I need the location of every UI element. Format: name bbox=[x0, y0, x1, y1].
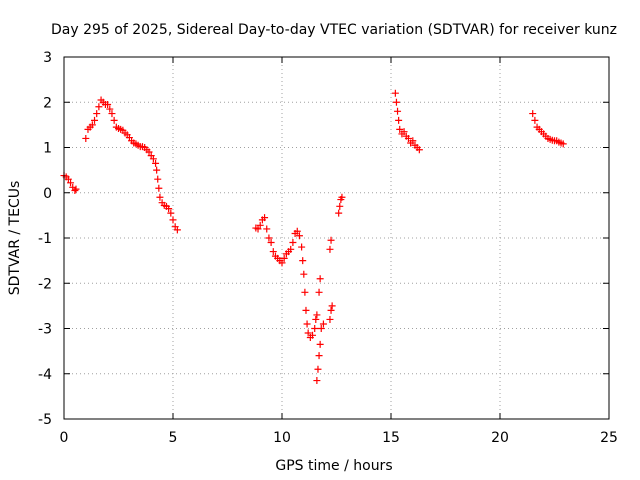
data-point bbox=[391, 89, 399, 97]
grid-lines bbox=[64, 57, 609, 419]
data-point bbox=[315, 352, 323, 360]
data-point bbox=[299, 257, 307, 265]
data-point bbox=[319, 320, 327, 328]
data-point bbox=[154, 175, 162, 183]
y-tick-label: -4 bbox=[38, 367, 52, 383]
x-tick-label: 5 bbox=[169, 430, 178, 446]
data-point bbox=[110, 116, 118, 124]
data-point bbox=[315, 288, 323, 296]
y-tick-label: 3 bbox=[43, 50, 52, 66]
data-point bbox=[409, 137, 417, 145]
data-point bbox=[265, 234, 273, 242]
data-point bbox=[400, 128, 408, 136]
data-point bbox=[167, 209, 175, 217]
data-point bbox=[278, 259, 286, 267]
data-point bbox=[72, 185, 80, 193]
data-point bbox=[531, 116, 539, 124]
chart-title: Day 295 of 2025, Sidereal Day-to-day VTE… bbox=[51, 22, 617, 38]
data-point bbox=[415, 146, 423, 154]
data-point bbox=[314, 365, 322, 373]
data-point bbox=[328, 302, 336, 310]
data-point bbox=[165, 205, 173, 213]
data-point bbox=[269, 248, 277, 256]
data-point bbox=[156, 193, 164, 201]
data-point bbox=[152, 159, 160, 167]
data-point bbox=[280, 254, 288, 262]
x-tick-label: 15 bbox=[382, 430, 400, 446]
data-point bbox=[88, 121, 96, 129]
data-point bbox=[312, 315, 320, 323]
data-point bbox=[335, 209, 343, 217]
data-point bbox=[395, 116, 403, 124]
data-point bbox=[309, 331, 317, 339]
data-point bbox=[95, 103, 103, 111]
y-tick-label: -5 bbox=[38, 412, 52, 428]
data-point bbox=[316, 340, 324, 348]
data-point bbox=[67, 179, 75, 187]
y-tick-label: -2 bbox=[38, 276, 52, 292]
data-point bbox=[392, 98, 400, 106]
data-point bbox=[173, 226, 181, 234]
data-point bbox=[93, 110, 101, 118]
data-point bbox=[326, 315, 334, 323]
y-tick-label: 1 bbox=[43, 141, 52, 157]
data-point bbox=[64, 175, 72, 183]
data-point bbox=[304, 329, 312, 337]
data-point bbox=[302, 306, 310, 314]
data-point bbox=[108, 110, 116, 118]
data-point bbox=[295, 232, 303, 240]
data-point bbox=[145, 148, 153, 156]
data-point bbox=[153, 166, 161, 174]
y-tick-label: -3 bbox=[38, 322, 52, 338]
data-point bbox=[106, 105, 114, 113]
y-tick-label: 0 bbox=[43, 186, 52, 202]
data-point bbox=[263, 225, 271, 233]
y-tick-label: -1 bbox=[38, 231, 52, 247]
data-point bbox=[169, 216, 177, 224]
x-axis-label: GPS time / hours bbox=[275, 458, 392, 474]
data-point bbox=[326, 245, 334, 253]
x-tick-label: 10 bbox=[273, 430, 291, 446]
y-tick-label: 2 bbox=[43, 95, 52, 111]
data-point bbox=[396, 125, 404, 133]
data-point bbox=[317, 325, 325, 332]
x-tick-label: 20 bbox=[491, 430, 509, 446]
data-point bbox=[336, 202, 344, 210]
data-point bbox=[287, 245, 295, 253]
data-point bbox=[104, 101, 112, 109]
x-tick-label: 0 bbox=[60, 430, 69, 446]
data-point bbox=[293, 227, 301, 235]
data-point bbox=[327, 236, 335, 244]
data-point bbox=[327, 306, 335, 314]
x-tick-label: 25 bbox=[600, 430, 618, 446]
data-point bbox=[313, 377, 321, 385]
data-point bbox=[559, 140, 567, 148]
data-point bbox=[311, 325, 319, 332]
data-points bbox=[60, 89, 567, 385]
data-point bbox=[155, 184, 163, 192]
data-point bbox=[71, 186, 79, 194]
data-point bbox=[338, 193, 346, 201]
data-point bbox=[82, 134, 90, 142]
data-point bbox=[303, 320, 311, 328]
tick-labels: 0 5 10 15 20 25 -5 -4 -3 -2 -1 0 1 2 3 bbox=[38, 50, 618, 446]
data-point bbox=[394, 107, 402, 115]
data-point bbox=[267, 239, 275, 247]
data-point bbox=[261, 214, 269, 222]
data-point bbox=[91, 116, 99, 124]
data-point bbox=[289, 239, 297, 247]
data-point bbox=[300, 270, 308, 278]
data-point bbox=[529, 110, 537, 118]
data-point bbox=[149, 155, 157, 163]
data-point bbox=[301, 288, 309, 296]
data-point bbox=[256, 221, 264, 229]
data-point bbox=[254, 225, 262, 233]
data-point bbox=[298, 243, 306, 251]
data-point bbox=[316, 275, 324, 283]
y-axis-label: SDTVAR / TECUs bbox=[7, 181, 23, 296]
data-point bbox=[313, 311, 321, 319]
data-point bbox=[404, 134, 412, 142]
plot-frame bbox=[63, 56, 610, 420]
